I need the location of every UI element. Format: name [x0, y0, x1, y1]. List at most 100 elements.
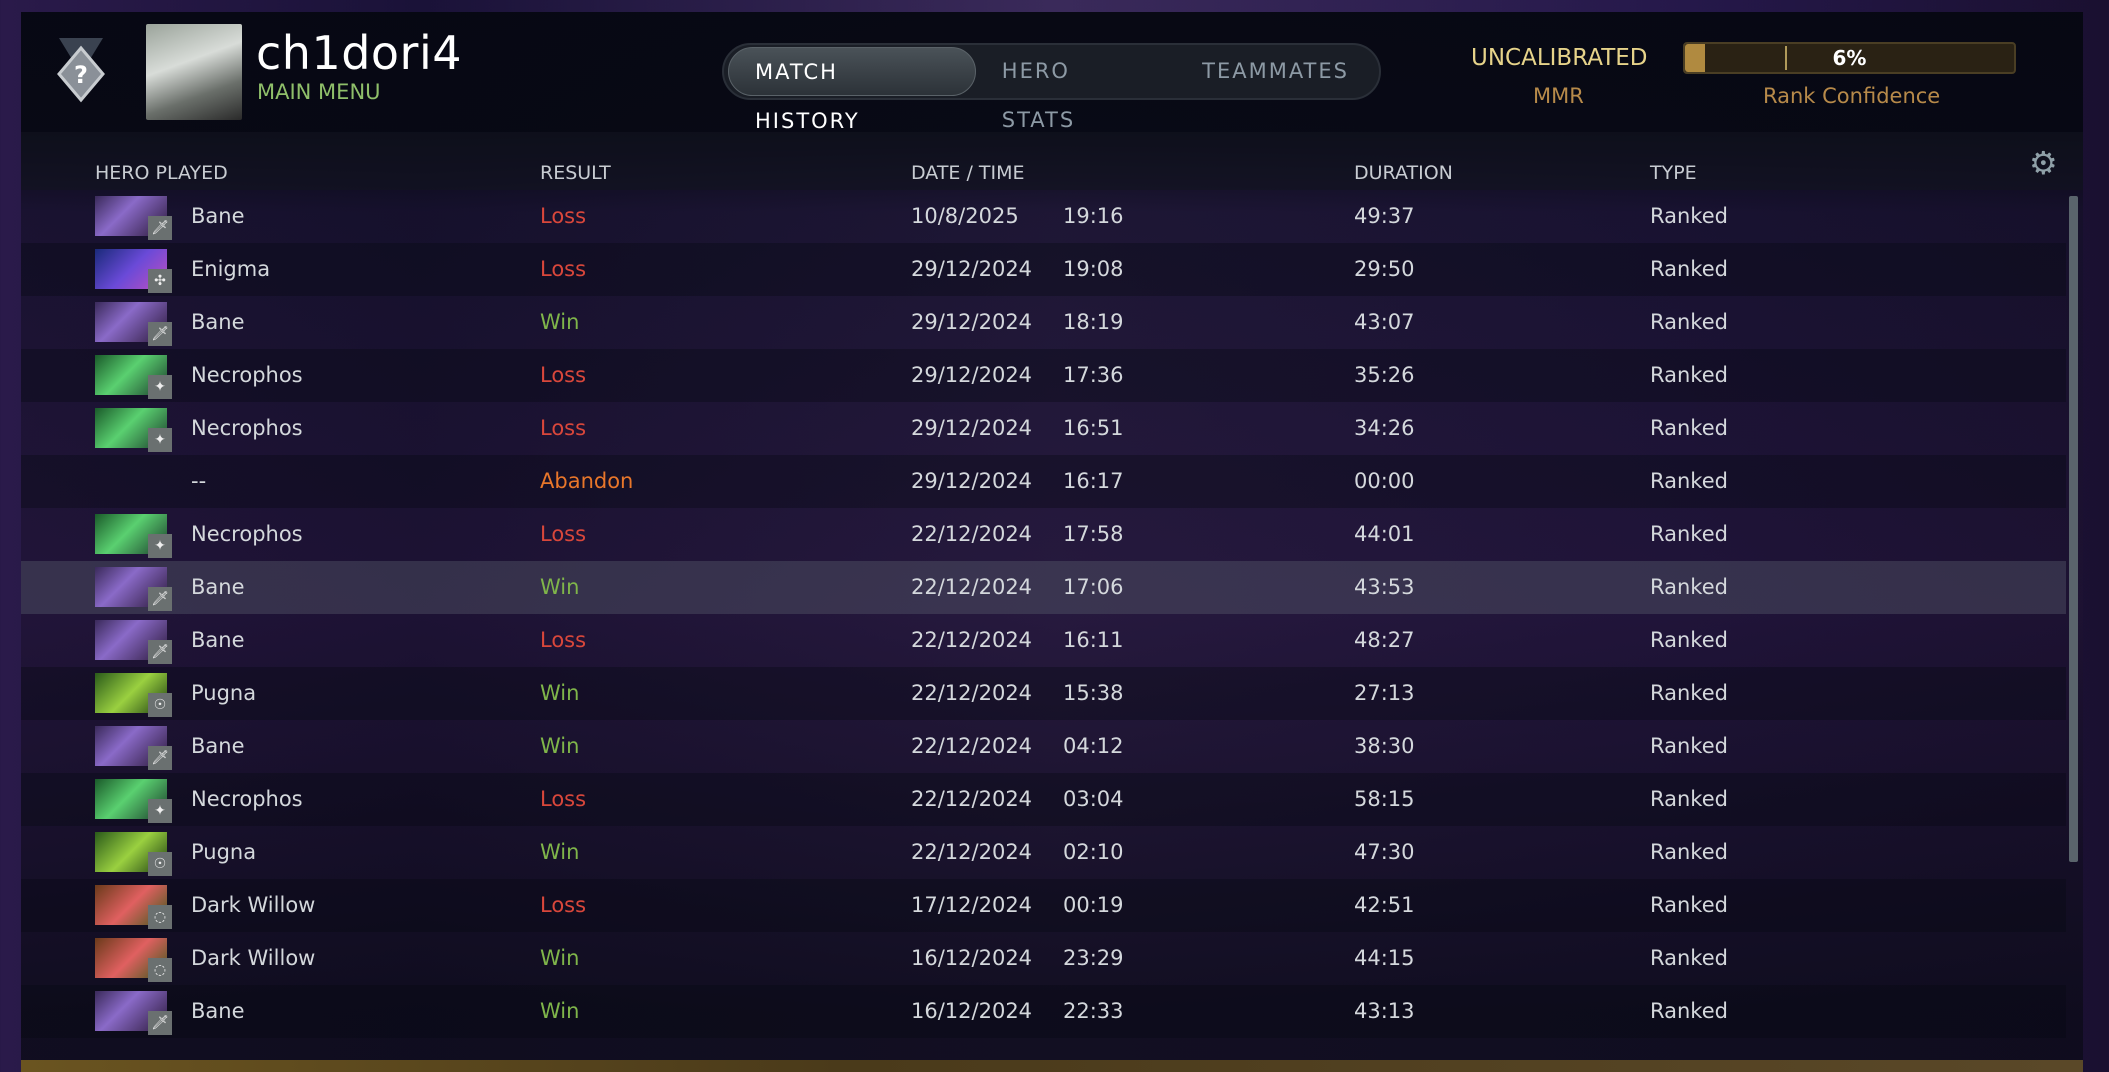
- hero-portrait: ✦: [95, 779, 172, 823]
- table-row[interactable]: ☉ Pugna Win 22/12/2024 15:38 27:13 Ranked: [21, 667, 2066, 720]
- match-type: Ranked: [1650, 310, 1728, 334]
- table-row[interactable]: 🗡 Bane Win 22/12/2024 17:06 43:53 Ranked: [21, 561, 2066, 614]
- hero-name: Necrophos: [191, 522, 303, 546]
- footer-bar: [21, 1060, 2083, 1072]
- match-date: 22/12/2024: [911, 628, 1033, 652]
- match-duration: 49:37: [1354, 204, 1415, 228]
- match-date: 22/12/2024: [911, 522, 1033, 546]
- match-time: 03:04: [1063, 787, 1124, 811]
- hero-name: Bane: [191, 734, 245, 758]
- role-badge-icon: ✦: [148, 375, 172, 399]
- rank-confidence-bar: 6%: [1683, 42, 2016, 74]
- match-type: Ranked: [1650, 522, 1728, 546]
- hero-name: Bane: [191, 999, 245, 1023]
- match-time: 15:38: [1063, 681, 1124, 705]
- table-row[interactable]: 🗡 Bane Loss 10/8/2025 19:16 49:37 Ranked: [21, 190, 2066, 243]
- match-type: Ranked: [1650, 575, 1728, 599]
- match-result: Loss: [540, 204, 587, 228]
- match-time: 17:06: [1063, 575, 1124, 599]
- hero-portrait: ✦: [95, 514, 172, 558]
- role-badge-icon: ☉: [148, 852, 172, 876]
- hero-portrait: ☉: [95, 673, 172, 717]
- table-row[interactable]: ✦ Necrophos Loss 22/12/2024 03:04 58:15 Ranked: [21, 773, 2066, 826]
- hero-name: Bane: [191, 628, 245, 652]
- match-duration: 43:13: [1354, 999, 1415, 1023]
- rank-confidence-percent: 6%: [1832, 46, 1867, 70]
- match-date: 29/12/2024: [911, 257, 1033, 281]
- match-type: Ranked: [1650, 628, 1728, 652]
- hero-name: Bane: [191, 310, 245, 334]
- role-badge-icon: 🗡: [148, 640, 172, 664]
- match-type: Ranked: [1650, 946, 1728, 970]
- match-time: 02:10: [1063, 840, 1124, 864]
- match-type: Ranked: [1650, 469, 1728, 493]
- table-row[interactable]: 🗡 Bane Win 29/12/2024 18:19 43:07 Ranked: [21, 296, 2066, 349]
- col-hero-played[interactable]: HERO PLAYED: [95, 162, 228, 184]
- tab-match-history[interactable]: MATCH HISTORY: [728, 47, 976, 133]
- role-badge-icon: ◌: [148, 905, 172, 929]
- table-row[interactable]: ✦ Necrophos Loss 29/12/2024 17:36 35:26 Ranked: [21, 349, 2066, 402]
- table-row[interactable]: ◌ Dark Willow Win 16/12/2024 23:29 44:15 Ranke…: [21, 932, 2066, 985]
- col-type[interactable]: TYPE: [1650, 162, 1697, 184]
- role-badge-icon: 🗡: [148, 587, 172, 611]
- avatar[interactable]: [146, 24, 242, 120]
- table-row[interactable]: 🗡 Bane Win 16/12/2024 22:33 43:13 Ranked: [21, 985, 2066, 1038]
- match-result: Loss: [540, 628, 587, 652]
- table-row[interactable]: ☉ Pugna Win 22/12/2024 02:10 47:30 Ranked: [21, 826, 2066, 879]
- match-result: Win: [540, 681, 580, 705]
- hero-name: Enigma: [191, 257, 271, 281]
- hero-name: Necrophos: [191, 416, 303, 440]
- match-duration: 42:51: [1354, 893, 1415, 917]
- role-badge-icon: 🗡: [148, 322, 172, 346]
- role-badge-icon: ◌: [148, 958, 172, 982]
- hero-portrait: 🗡: [95, 567, 172, 611]
- role-badge-icon: ✦: [148, 799, 172, 823]
- match-type: Ranked: [1650, 204, 1728, 228]
- match-result: Win: [540, 575, 580, 599]
- tab-teammates[interactable]: TEAMMATES: [1202, 59, 1349, 83]
- match-duration: 38:30: [1354, 734, 1415, 758]
- match-duration: 35:26: [1354, 363, 1415, 387]
- match-date: 22/12/2024: [911, 840, 1033, 864]
- hero-portrait: ☉: [95, 832, 172, 876]
- mmr-value: UNCALIBRATED: [1471, 45, 1648, 71]
- match-type: Ranked: [1650, 999, 1728, 1023]
- match-time: 16:11: [1063, 628, 1124, 652]
- match-duration: 48:27: [1354, 628, 1415, 652]
- gear-icon[interactable]: ⚙: [2029, 144, 2058, 182]
- col-result[interactable]: RESULT: [540, 162, 611, 184]
- match-type: Ranked: [1650, 840, 1728, 864]
- rank-medal-icon[interactable]: ?: [51, 34, 111, 114]
- match-result: Loss: [540, 522, 587, 546]
- col-date-time[interactable]: DATE / TIME: [911, 162, 1025, 184]
- match-history-panel: ? ch1dori4 MAIN MENU MATCH HISTORY HERO …: [21, 12, 2083, 1072]
- role-badge-icon: 🗡: [148, 746, 172, 770]
- match-duration: 43:07: [1354, 310, 1415, 334]
- table-row[interactable]: -- Abandon 29/12/2024 16:17 00:00 Ranked: [21, 455, 2066, 508]
- table-row[interactable]: 🗡 Bane Loss 22/12/2024 16:11 48:27 Ranked: [21, 614, 2066, 667]
- table-row[interactable]: ✦ Necrophos Loss 22/12/2024 17:58 44:01 Ranked: [21, 508, 2066, 561]
- table-header: HERO PLAYED RESULT DATE / TIME DURATION …: [21, 132, 2083, 190]
- tab-hero-stats[interactable]: HERO STATS: [1001, 59, 1076, 132]
- hero-name: Pugna: [191, 681, 257, 705]
- rank-confidence-fill: [1685, 44, 1705, 72]
- hero-name: Bane: [191, 575, 245, 599]
- col-duration[interactable]: DURATION: [1354, 162, 1453, 184]
- match-result: Loss: [540, 893, 587, 917]
- rank-confidence-label: Rank Confidence: [1763, 84, 1941, 108]
- table-row[interactable]: ✦ Necrophos Loss 29/12/2024 16:51 34:26 Ranked: [21, 402, 2066, 455]
- scrollbar[interactable]: [2069, 196, 2078, 862]
- hero-name: Necrophos: [191, 363, 303, 387]
- match-date: 29/12/2024: [911, 363, 1033, 387]
- table-row[interactable]: ◌ Dark Willow Loss 17/12/2024 00:19 42:51 Rank…: [21, 879, 2066, 932]
- tab-bar: MATCH HISTORY HERO STATS TEAMMATES: [722, 43, 1381, 133]
- match-date: 17/12/2024: [911, 893, 1033, 917]
- match-result: Win: [540, 999, 580, 1023]
- table-row[interactable]: ✣ Enigma Loss 29/12/2024 19:08 29:50 Ranked: [21, 243, 2066, 296]
- hero-portrait: ✦: [95, 408, 172, 452]
- role-badge-icon: 🗡: [148, 216, 172, 240]
- main-menu-link[interactable]: MAIN MENU: [257, 80, 381, 104]
- match-type: Ranked: [1650, 787, 1728, 811]
- table-row[interactable]: 🗡 Bane Win 22/12/2024 04:12 38:30 Ranked: [21, 720, 2066, 773]
- hero-portrait: 🗡: [95, 302, 172, 346]
